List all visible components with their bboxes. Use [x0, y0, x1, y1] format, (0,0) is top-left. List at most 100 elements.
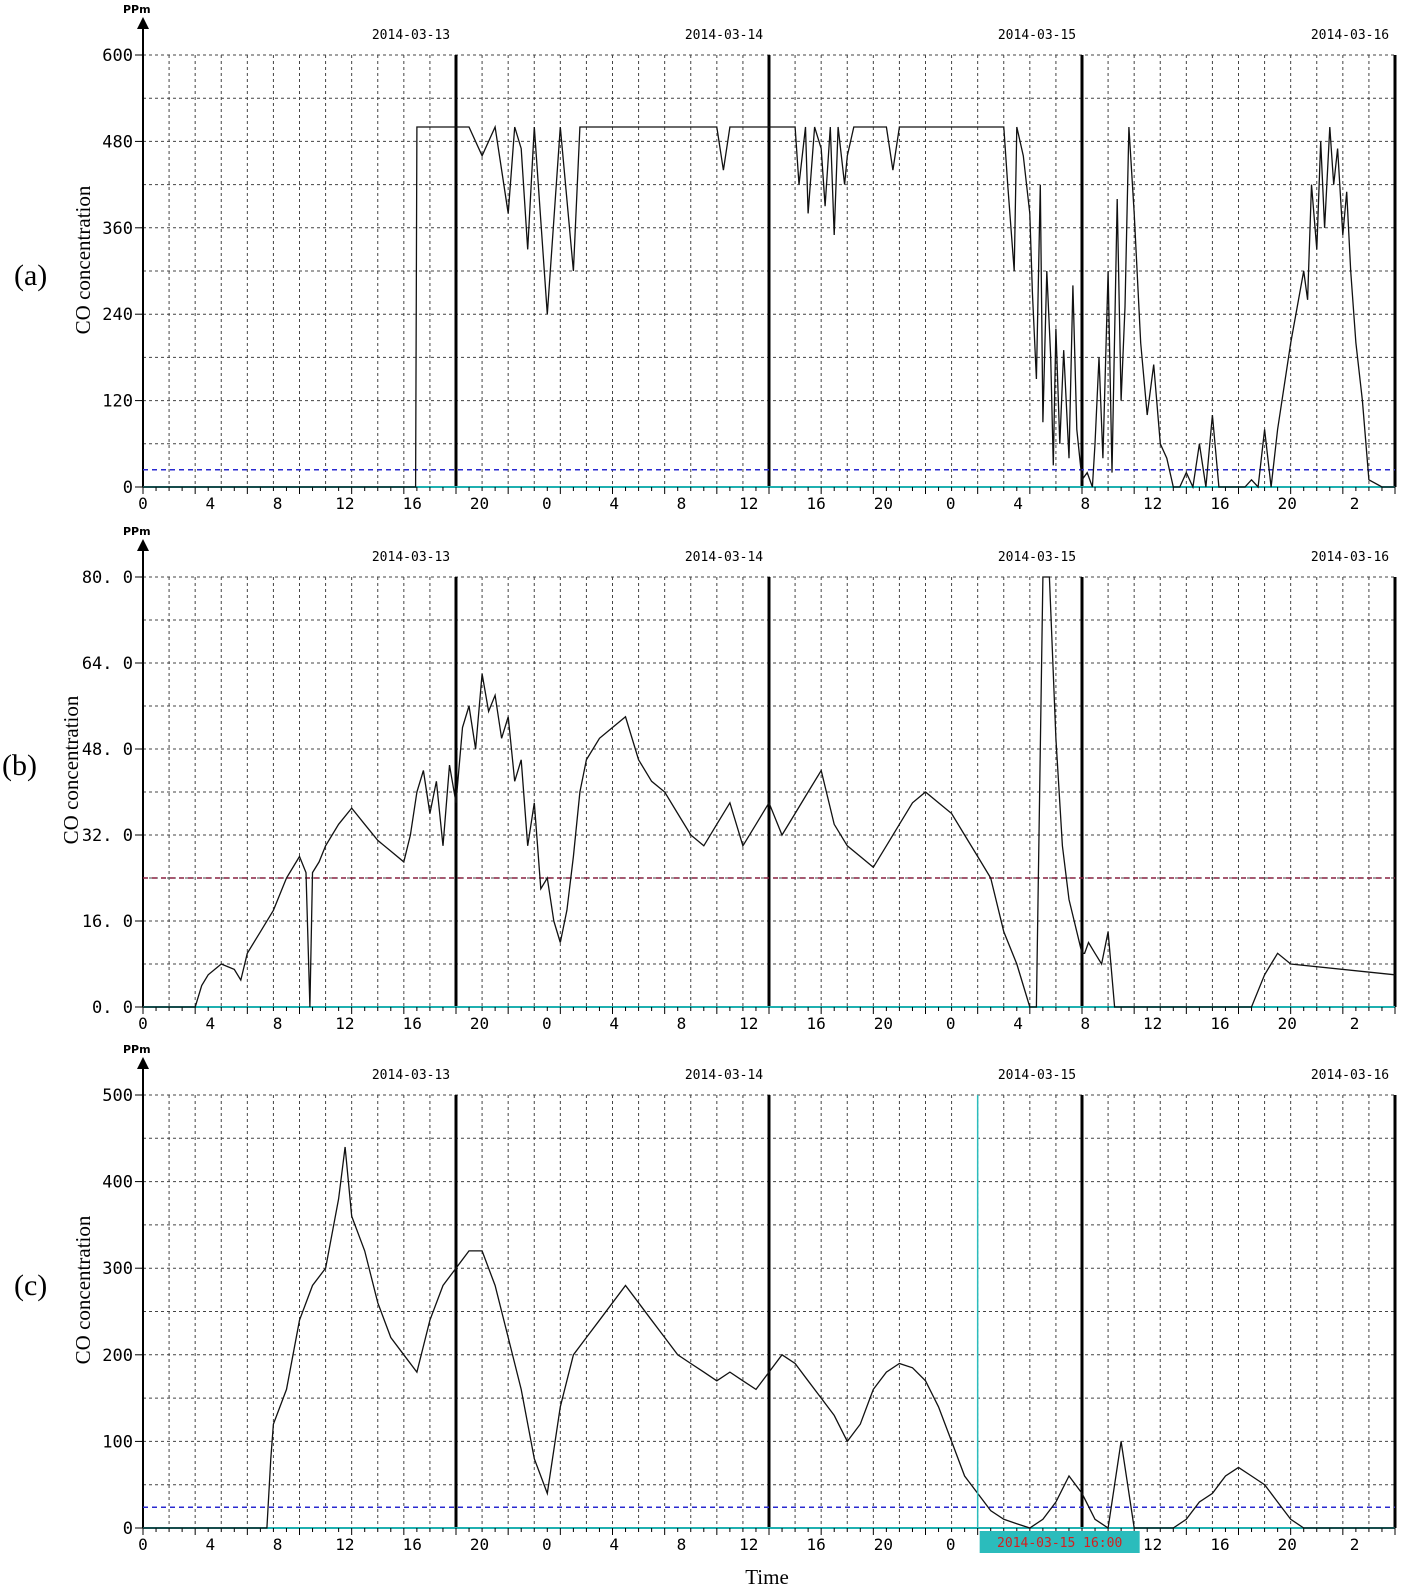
chart-panel-b: PPm 0 4 8 12 16 20 0 4 8 12 16 20 0 4 8 12 16 20 2 2014-03-1…	[2, 525, 1397, 1033]
y-tick-label: 48. 0	[82, 740, 133, 760]
x-tick-label: 2	[1350, 1535, 1360, 1554]
x-tick-label: 4	[609, 1535, 619, 1554]
x-tick-label: 12	[739, 1014, 758, 1033]
date-label: 2014-03-15	[998, 1068, 1076, 1083]
x-tick-label: 16	[403, 1014, 422, 1033]
x-axis-label: Time	[745, 1565, 789, 1589]
x-tick-label: 16	[806, 494, 825, 513]
unit-label: PPm	[123, 3, 151, 16]
x-tick-label: 12	[739, 1535, 758, 1554]
x-tick-label: 16	[403, 494, 422, 513]
y-tick-label: 600	[102, 46, 133, 66]
x-tick-label: 4	[1013, 494, 1023, 513]
x-tick-label: 12	[335, 1014, 354, 1033]
series-line	[143, 124, 1395, 490]
x-tick-label: 12	[335, 1535, 354, 1554]
x-tick-label: 16	[1210, 494, 1229, 513]
y-tick-label: 0. 0	[92, 998, 133, 1018]
unit-label: PPm	[123, 525, 151, 538]
x-tick-label: 20	[1278, 1014, 1297, 1033]
x-tick-label: 12	[335, 494, 354, 513]
y-tick-label: 300	[102, 1259, 133, 1279]
date-label: 2014-03-15	[998, 28, 1076, 43]
unit-label: PPm	[123, 1043, 151, 1056]
x-tick-label: 0	[946, 494, 956, 513]
y-tick-label: 80. 0	[82, 568, 133, 588]
x-tick-label: 20	[874, 1014, 893, 1033]
x-tick-label: 20	[1278, 494, 1297, 513]
date-label: 2014-03-16	[1311, 550, 1389, 565]
y-tick-label: 360	[102, 219, 133, 239]
y-tick-label: 0	[123, 478, 133, 498]
date-label: 2014-03-13	[372, 1068, 450, 1083]
x-tick-label: 0	[542, 1535, 552, 1554]
time-cursor-label: 2014-03-15 16:00	[997, 1536, 1122, 1551]
x-tick-label: 0	[138, 1014, 148, 1033]
panel-label: (a)	[14, 259, 47, 292]
y-axis-arrow	[137, 539, 149, 551]
x-tick-label: 20	[470, 1014, 489, 1033]
x-tick-label: 8	[273, 1535, 283, 1554]
x-tick-label: 8	[273, 494, 283, 513]
y-tick-label: 500	[102, 1086, 133, 1106]
y-tick-label: 240	[102, 305, 133, 325]
y-tick-label: 200	[102, 1346, 133, 1366]
time-cursor-badge	[979, 1531, 1140, 1553]
x-tick-label: 20	[874, 494, 893, 513]
x-tick-label: 8	[1081, 494, 1091, 513]
date-label: 2014-03-16	[1311, 28, 1389, 43]
x-tick-label: 2	[1350, 494, 1360, 513]
x-tick-label: 20	[470, 494, 489, 513]
x-tick-label: 8	[1081, 1014, 1091, 1033]
x-tick-label: 16	[1210, 1014, 1229, 1033]
x-tick-label: 0	[946, 1535, 956, 1554]
x-tick-label: 12	[1143, 1535, 1162, 1554]
x-tick-label: 20	[1278, 1535, 1297, 1554]
x-tick-label: 16	[806, 1535, 825, 1554]
y-tick-label: 400	[102, 1173, 133, 1193]
y-axis-label: CO concentration	[71, 185, 95, 334]
series-line	[143, 1146, 1395, 1530]
x-tick-label: 0	[542, 1014, 552, 1033]
x-tick-label: 4	[205, 1014, 215, 1033]
x-tick-label: 2	[1350, 1014, 1360, 1033]
y-axis-label: CO concentration	[71, 1215, 95, 1364]
x-tick-label: 16	[403, 1535, 422, 1554]
x-tick-label: 0	[138, 494, 148, 513]
y-tick-label: 16. 0	[82, 912, 133, 932]
x-tick-label: 12	[739, 494, 758, 513]
chart-panel-a: PPm 0 4 8 12 16 20 0 4 8 12 16 20 0 4 8 12 16 20 2 2014-03-1…	[14, 3, 1397, 513]
x-tick-label: 8	[677, 1014, 687, 1033]
y-tick-label: 64. 0	[82, 654, 133, 674]
x-tick-label: 4	[205, 494, 215, 513]
y-axis-arrow	[137, 17, 149, 29]
y-axis-label: CO concentration	[59, 695, 83, 844]
x-tick-label: 4	[609, 494, 619, 513]
x-tick-label: 4	[205, 1535, 215, 1554]
date-label: 2014-03-13	[372, 28, 450, 43]
x-tick-label: 8	[677, 1535, 687, 1554]
date-label: 2014-03-14	[685, 550, 763, 565]
date-label: 2014-03-13	[372, 550, 450, 565]
x-tick-label: 12	[1143, 494, 1162, 513]
x-tick-label: 0	[138, 1535, 148, 1554]
y-tick-label: 0	[123, 1519, 133, 1539]
x-tick-label: 20	[874, 1535, 893, 1554]
x-tick-label: 16	[1210, 1535, 1229, 1554]
x-tick-label: 4	[1013, 1014, 1023, 1033]
y-tick-label: 100	[102, 1432, 133, 1452]
y-tick-label: 120	[102, 392, 133, 412]
x-tick-label: 16	[806, 1014, 825, 1033]
x-tick-label: 8	[677, 494, 687, 513]
panel-label: (c)	[14, 1269, 47, 1302]
date-label: 2014-03-16	[1311, 1068, 1389, 1083]
date-label: 2014-03-14	[685, 28, 763, 43]
y-tick-label: 32. 0	[82, 826, 133, 846]
chart-panel-c: PPm04812162004812162004812162022014-03-1…	[14, 1043, 1397, 1554]
date-label: 2014-03-15	[998, 550, 1076, 565]
y-axis-arrow	[137, 1057, 149, 1069]
x-tick-label: 20	[470, 1535, 489, 1554]
x-tick-label: 0	[946, 1014, 956, 1033]
y-tick-label: 480	[102, 132, 133, 152]
